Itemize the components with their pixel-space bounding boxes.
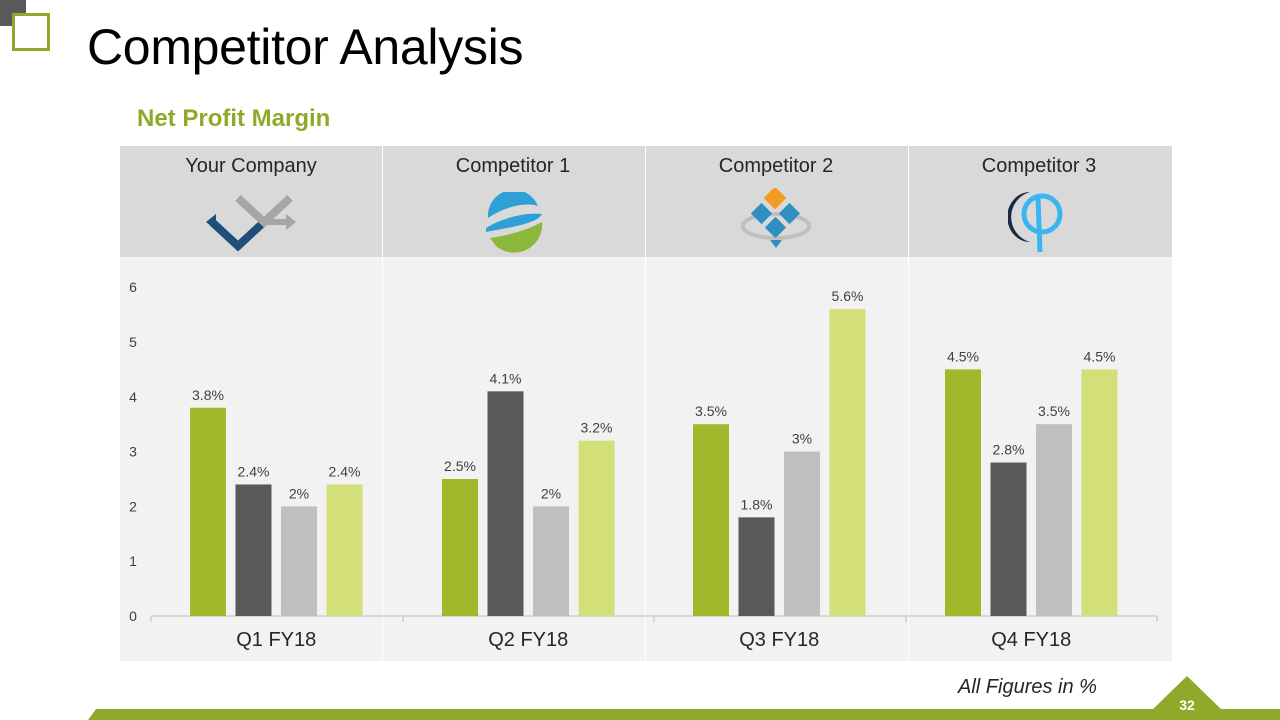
bar-competitor-1-q1 xyxy=(235,484,272,616)
bar-competitor-3-q3 xyxy=(829,309,866,616)
sphere-swoosh-icon xyxy=(486,192,543,253)
y-tick-label: 2 xyxy=(129,498,137,514)
y-tick-label: 1 xyxy=(129,553,137,569)
data-label: 3.5% xyxy=(695,403,727,419)
bottom-accent-bar xyxy=(88,709,1280,720)
bar-competitor-1-q3 xyxy=(738,517,775,616)
data-label: 4.5% xyxy=(1084,348,1116,364)
data-label: 1.8% xyxy=(741,496,773,512)
column-divider xyxy=(908,146,909,661)
x-tick-label: Q3 FY18 xyxy=(739,629,819,651)
data-labels: 3.8% 2.5% 3.5% 4.5% 2.4% 4.1% 1.8% 2.8% 2% 2% 3% 3.… xyxy=(192,288,1115,512)
crescent-circle-icon xyxy=(1008,192,1063,253)
bar-competitor-3-q4 xyxy=(1081,369,1118,616)
bar-your-company-q2 xyxy=(442,479,478,616)
page-number: 32 xyxy=(1179,697,1195,713)
data-label: 4.1% xyxy=(490,370,522,386)
bar-your-company-q4 xyxy=(945,369,981,616)
column-divider xyxy=(382,146,383,661)
bar-competitor-2-q4 xyxy=(1036,424,1072,616)
bar-competitor-2-q2 xyxy=(533,506,569,616)
y-tick-label: 6 xyxy=(129,279,137,295)
company-name-your-company: Your Company xyxy=(185,155,317,177)
bar-competitor-1-q4 xyxy=(990,462,1027,616)
y-tick-label: 0 xyxy=(129,608,137,624)
data-label: 3.2% xyxy=(581,420,613,436)
figures-note: All Figures in % xyxy=(958,676,1097,698)
company-name-competitor-2: Competitor 2 xyxy=(718,155,834,177)
bar-your-company-q1 xyxy=(190,407,226,616)
diamond-arrows-icon xyxy=(206,195,296,252)
corner-outline-square xyxy=(12,13,50,51)
x-tick-labels: Q1 FY18 Q2 FY18 Q3 FY18 Q4 FY18 xyxy=(236,629,1071,651)
bar-competitor-2-q1 xyxy=(281,506,317,616)
data-label: 3.8% xyxy=(192,387,224,403)
y-tick-label: 5 xyxy=(129,334,137,350)
data-label: 2% xyxy=(541,485,561,501)
bar-competitor-2-q3 xyxy=(784,451,820,616)
data-label: 2.5% xyxy=(444,458,476,474)
data-label: 2% xyxy=(289,485,309,501)
company-header-row xyxy=(120,146,1172,257)
x-tick-label: Q4 FY18 xyxy=(991,629,1071,651)
data-label: 5.6% xyxy=(832,288,864,304)
y-tick-labels: 0 1 2 3 4 5 6 xyxy=(129,279,137,624)
bar-your-company-q3 xyxy=(693,424,729,616)
diamond-squares-icon xyxy=(741,188,811,248)
data-label: 3% xyxy=(792,431,812,447)
page-number-badge xyxy=(1152,676,1222,720)
axis-layer xyxy=(150,615,1158,622)
data-label: 2.8% xyxy=(993,442,1025,458)
bar-competitor-3-q2 xyxy=(578,440,615,616)
data-label: 2.4% xyxy=(238,463,270,479)
data-label: 4.5% xyxy=(947,348,979,364)
bar-group xyxy=(190,309,1118,616)
bar-competitor-1-q2 xyxy=(487,391,524,616)
bar-competitor-3-q1 xyxy=(326,484,363,616)
company-name-competitor-1: Competitor 1 xyxy=(455,155,571,177)
x-tick-label: Q1 FY18 xyxy=(236,629,316,651)
data-label: 2.4% xyxy=(329,463,361,479)
column-divider xyxy=(645,146,646,661)
company-name-competitor-3: Competitor 3 xyxy=(981,155,1097,177)
y-tick-label: 3 xyxy=(129,444,137,460)
slide-title: Competitor Analysis xyxy=(87,19,524,75)
data-label: 3.5% xyxy=(1038,403,1070,419)
y-tick-label: 4 xyxy=(129,389,137,405)
x-tick-label: Q2 FY18 xyxy=(488,629,568,651)
chart-subtitle: Net Profit Margin xyxy=(137,105,331,132)
